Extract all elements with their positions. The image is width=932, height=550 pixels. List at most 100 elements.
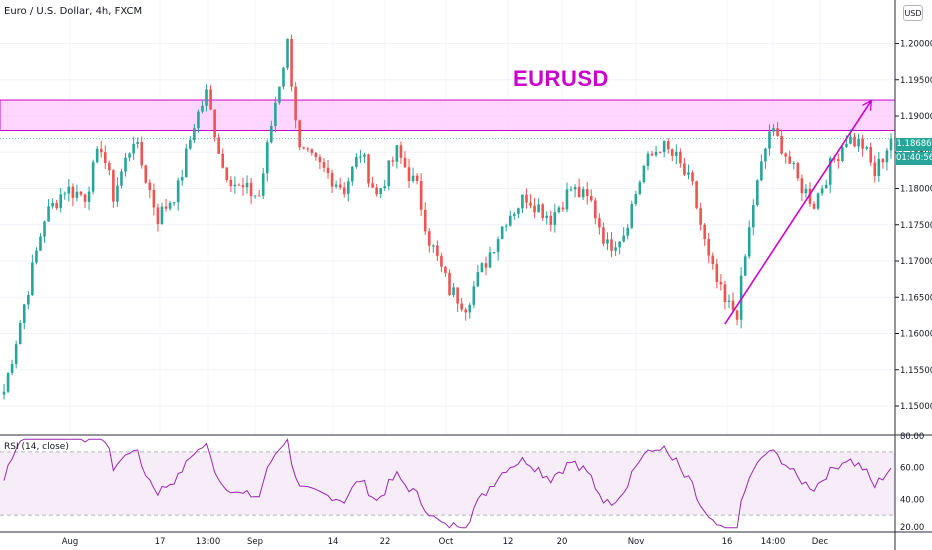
candle-body bbox=[796, 162, 800, 179]
candle-body bbox=[87, 191, 91, 202]
candle-body bbox=[75, 191, 79, 198]
candle bbox=[363, 152, 366, 163]
candle-body bbox=[865, 146, 868, 149]
candle bbox=[294, 82, 297, 129]
rsi-tick-label: 80.00 bbox=[900, 432, 924, 442]
candle-body bbox=[841, 147, 844, 162]
candle-body bbox=[2, 391, 6, 395]
time-axis[interactable]: Aug 17 13:00 Sep 14 22 Oct 12 20 Nov 16 14:00 Dec bbox=[62, 537, 829, 547]
candle bbox=[55, 199, 58, 211]
rsi-axis[interactable]: 80.00 60.00 40.00 20.00 bbox=[900, 432, 924, 533]
bar-countdown-tag: 01:40:56 bbox=[896, 152, 932, 165]
rsi-tick-label: 60.00 bbox=[900, 464, 924, 474]
candle bbox=[22, 303, 26, 330]
candle-body bbox=[144, 165, 148, 183]
time-tick-label: 22 bbox=[380, 537, 391, 547]
candle-body bbox=[55, 202, 58, 209]
candle-body bbox=[184, 148, 188, 178]
candle-body bbox=[306, 148, 310, 150]
candle-body bbox=[845, 143, 848, 148]
candle-body bbox=[654, 151, 658, 156]
candle-body bbox=[776, 128, 779, 136]
candle bbox=[342, 182, 346, 198]
rsi-legend[interactable]: RSI (14, close) bbox=[4, 442, 69, 452]
candle bbox=[444, 265, 447, 277]
candle bbox=[132, 136, 135, 160]
main-pane[interactable] bbox=[0, 0, 895, 435]
time-tick-label: Nov bbox=[628, 537, 645, 547]
candle bbox=[35, 247, 38, 265]
candle-body bbox=[857, 138, 860, 147]
candle-body bbox=[363, 154, 366, 157]
candle bbox=[565, 182, 569, 213]
candle bbox=[432, 244, 435, 253]
candle bbox=[326, 159, 330, 179]
candle-body bbox=[662, 141, 666, 153]
candle bbox=[545, 211, 549, 225]
candle bbox=[253, 195, 257, 199]
rsi-tick-label: 20.00 bbox=[900, 523, 924, 533]
candle-body bbox=[569, 189, 573, 191]
candle-body bbox=[800, 178, 804, 194]
candle-body bbox=[419, 181, 423, 210]
candle-body bbox=[764, 148, 767, 162]
candle-body bbox=[626, 227, 630, 236]
candle bbox=[553, 203, 557, 233]
candle bbox=[423, 202, 427, 235]
candle-body bbox=[869, 146, 873, 163]
trendline-arrow[interactable] bbox=[724, 102, 871, 325]
chart-annotation-title[interactable]: EURUSD bbox=[513, 66, 609, 91]
candle-body bbox=[598, 218, 601, 228]
candle-body bbox=[172, 202, 176, 204]
candle bbox=[472, 280, 476, 309]
candle-body bbox=[35, 250, 38, 263]
candle-body bbox=[99, 148, 103, 153]
candle-body bbox=[63, 193, 67, 195]
candle-body bbox=[140, 141, 144, 166]
candle-body bbox=[691, 172, 694, 182]
symbol-legend[interactable]: Euro / U.S. Dollar, 4h, FXCM bbox=[4, 6, 143, 17]
candle bbox=[589, 189, 593, 203]
candle-body bbox=[168, 202, 172, 209]
candle bbox=[43, 220, 46, 243]
candle-body bbox=[711, 255, 715, 265]
rsi-pane[interactable] bbox=[0, 438, 895, 529]
candle-body bbox=[646, 153, 650, 166]
candle bbox=[614, 241, 617, 256]
candle-body bbox=[346, 181, 350, 194]
candle-body bbox=[257, 195, 261, 197]
candle bbox=[881, 158, 885, 169]
candle-body bbox=[504, 225, 508, 227]
candle-body bbox=[261, 173, 265, 196]
candle bbox=[792, 161, 796, 170]
candle-body bbox=[221, 153, 225, 168]
candle bbox=[508, 210, 512, 227]
candle-body bbox=[298, 120, 301, 148]
candle-body bbox=[589, 196, 593, 201]
candle-body bbox=[873, 162, 877, 176]
candle bbox=[395, 145, 399, 169]
candle-body bbox=[403, 157, 407, 168]
candle-body bbox=[715, 264, 719, 282]
candle bbox=[314, 152, 318, 161]
candle-body bbox=[39, 236, 42, 251]
candle bbox=[87, 186, 91, 211]
candle-body bbox=[525, 194, 528, 203]
resistance-zone[interactable] bbox=[0, 99, 896, 132]
candle-body bbox=[367, 154, 370, 184]
candle-body bbox=[565, 189, 569, 210]
candle bbox=[261, 167, 265, 200]
candle bbox=[391, 156, 395, 167]
candle-body bbox=[618, 241, 621, 248]
candle-body bbox=[112, 170, 115, 202]
candle bbox=[772, 124, 775, 137]
currency-button[interactable]: USD bbox=[903, 5, 923, 21]
candle bbox=[351, 165, 354, 186]
candle bbox=[193, 124, 196, 143]
candle bbox=[310, 148, 314, 156]
price-axis[interactable]: 1.200001.195001.190001.185001.180001.175… bbox=[895, 40, 932, 413]
candle bbox=[51, 198, 54, 209]
candle bbox=[201, 100, 204, 114]
candle-body bbox=[148, 182, 152, 191]
